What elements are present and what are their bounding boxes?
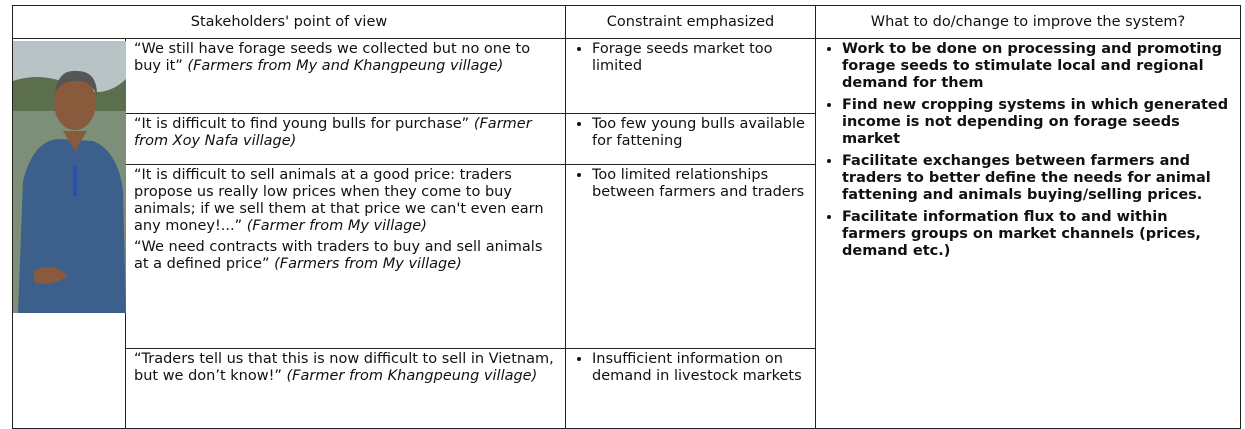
action: Work to be done on processing and promot… bbox=[842, 41, 1232, 92]
constraint-cell: Too limited relationships between farmer… bbox=[565, 164, 816, 349]
quote-cell: “Traders tell us that this is now diffic… bbox=[125, 348, 566, 429]
constraint: Too limited relationships between farmer… bbox=[592, 167, 807, 201]
quote: “We still have forage seeds we collected… bbox=[134, 41, 557, 75]
quote-text: “We still have forage seeds we collected… bbox=[134, 41, 531, 74]
constraint: Forage seeds market too limited bbox=[592, 41, 807, 75]
header-row: Stakeholders' point of view Constraint e… bbox=[12, 5, 1241, 39]
quote: “It is difficult to find young bulls for… bbox=[134, 116, 557, 150]
quote-text: “Traders tell us that this is now diffic… bbox=[134, 351, 554, 384]
constraint-list: Forage seeds market too limited bbox=[574, 41, 807, 75]
quote-cell: “It is difficult to find young bulls for… bbox=[125, 113, 566, 165]
constraint-list: Insufficient information on demand in li… bbox=[574, 351, 807, 385]
header-cell: Constraint emphasized bbox=[565, 5, 816, 39]
quote-source: (Farmer from Xoy Nafa village) bbox=[134, 116, 532, 149]
action: Facilitate exchanges between farmers and… bbox=[842, 153, 1232, 204]
constraint: Insufficient information on demand in li… bbox=[592, 351, 807, 385]
photo bbox=[13, 41, 126, 313]
quote: “We need contracts with traders to buy a… bbox=[134, 239, 557, 273]
constraint-cell: Too few young bulls available for fatten… bbox=[565, 113, 816, 165]
constraint: Too few young bulls available for fatten… bbox=[592, 116, 807, 150]
quote-cell: “We still have forage seeds we collected… bbox=[125, 38, 566, 114]
quote: “It is difficult to sell animals at a go… bbox=[134, 167, 557, 235]
header-cell: What to do/change to improve the system? bbox=[815, 5, 1241, 39]
table-row: “Traders tell us that this is now diffic… bbox=[13, 348, 1241, 429]
header-cell: Stakeholders' point of view bbox=[12, 5, 566, 39]
action: Facilitate information flux to and withi… bbox=[842, 209, 1232, 260]
table-row: “It is difficult to find young bulls for… bbox=[13, 113, 1241, 165]
table-row: “We still have forage seeds we collected… bbox=[12, 38, 1241, 429]
quote-text: “It is difficult to find young bulls for… bbox=[134, 116, 470, 132]
photo-cell bbox=[12, 38, 126, 429]
quote-source: (Farmer from My village) bbox=[246, 218, 427, 234]
constraint-cell: Insufficient information on demand in li… bbox=[565, 348, 816, 429]
constraint-cell: Forage seeds market too limited bbox=[565, 38, 816, 114]
quote: “Traders tell us that this is now diffic… bbox=[134, 351, 557, 385]
table-row: “It is difficult to sell animals at a go… bbox=[13, 164, 1241, 349]
constraint-list: Too limited relationships between farmer… bbox=[574, 167, 807, 201]
actions-cell: Work to be done on processing and promot… bbox=[815, 38, 1241, 429]
quote-text: “We need contracts with traders to buy a… bbox=[134, 239, 543, 272]
stakeholder-table: Stakeholders' point of view Constraint e… bbox=[12, 5, 1241, 429]
quote-source: (Farmers from My and Khangpeung village) bbox=[187, 58, 504, 74]
quote-text: “It is difficult to sell animals at a go… bbox=[134, 167, 544, 234]
quote-source: (Farmer from Khangpeung village) bbox=[286, 368, 538, 384]
quote-source: (Farmers from My village) bbox=[274, 256, 462, 272]
quote-cell: “It is difficult to sell animals at a go… bbox=[125, 164, 566, 349]
action-list: Work to be done on processing and promot… bbox=[824, 41, 1232, 260]
action: Find new cropping systems in which gener… bbox=[842, 97, 1232, 148]
constraint-list: Too few young bulls available for fatten… bbox=[574, 116, 807, 150]
